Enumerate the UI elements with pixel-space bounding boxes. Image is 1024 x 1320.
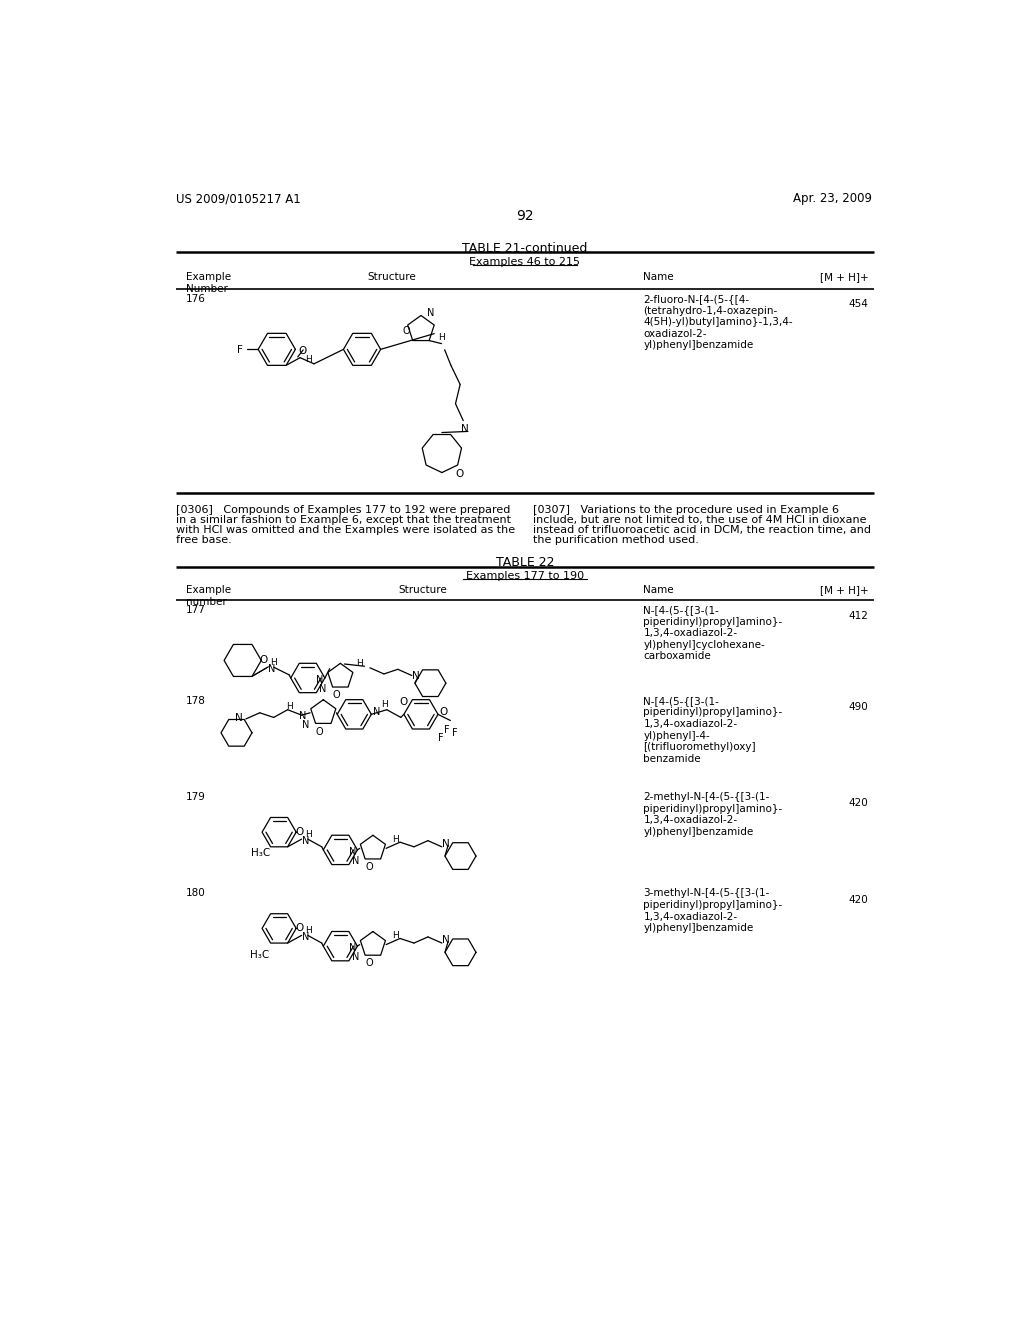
Text: N: N — [299, 711, 306, 721]
Text: instead of trifluoroacetic acid in DCM, the reaction time, and: instead of trifluoroacetic acid in DCM, … — [532, 525, 870, 535]
Text: H: H — [392, 931, 399, 940]
Text: with HCl was omitted and the Examples were isolated as the: with HCl was omitted and the Examples we… — [176, 525, 515, 535]
Text: F: F — [237, 345, 243, 355]
Text: O: O — [366, 958, 373, 969]
Text: [0306]   Compounds of Examples 177 to 192 were prepared: [0306] Compounds of Examples 177 to 192 … — [176, 506, 510, 515]
Text: [M + H]+: [M + H]+ — [819, 585, 868, 595]
Text: in a similar fashion to Example 6, except that the treatment: in a similar fashion to Example 6, excep… — [176, 515, 511, 525]
Text: H: H — [286, 702, 293, 711]
Text: 454: 454 — [848, 298, 868, 309]
Text: 92: 92 — [516, 209, 534, 223]
Text: H: H — [305, 927, 311, 935]
Text: 2-fluoro-N-[4-(5-{[4-
(tetrahydro-1,4-oxazepin-
4(5H)-yl)butyl]amino}-1,3,4-
oxa: 2-fluoro-N-[4-(5-{[4- (tetrahydro-1,4-ox… — [643, 294, 793, 350]
Text: 178: 178 — [186, 696, 206, 706]
Text: Examples 46 to 215: Examples 46 to 215 — [469, 257, 581, 267]
Text: include, but are not limited to, the use of 4M HCl in dioxane: include, but are not limited to, the use… — [532, 515, 866, 525]
Text: N: N — [302, 721, 309, 730]
Text: 2-methyl-N-[4-(5-{[3-(1-
piperidinyl)propyl]amino}-
1,3,4-oxadiazol-2-
yl)phenyl: 2-methyl-N-[4-(5-{[3-(1- piperidinyl)pro… — [643, 792, 782, 837]
Text: O: O — [402, 326, 410, 337]
Text: H: H — [356, 659, 362, 668]
Text: N: N — [352, 857, 359, 866]
Text: N: N — [319, 684, 327, 694]
Text: N-[4-(5-{[3-(1-
piperidinyl)propyl]amino}-
1,3,4-oxadiazol-2-
yl)phenyl]-4-
[(tr: N-[4-(5-{[3-(1- piperidinyl)propyl]amino… — [643, 696, 782, 764]
Text: F: F — [452, 729, 458, 738]
Text: 177: 177 — [186, 605, 206, 615]
Text: H₃C: H₃C — [250, 950, 269, 960]
Text: O: O — [295, 826, 304, 837]
Text: N: N — [352, 952, 359, 962]
Text: free base.: free base. — [176, 535, 231, 545]
Text: H: H — [305, 355, 311, 363]
Text: O: O — [299, 346, 307, 356]
Text: N: N — [442, 840, 450, 849]
Text: Structure: Structure — [398, 585, 446, 595]
Text: N: N — [427, 308, 434, 318]
Text: 420: 420 — [848, 895, 868, 904]
Text: Example
number: Example number — [186, 585, 231, 607]
Text: N: N — [373, 706, 380, 717]
Text: 176: 176 — [186, 294, 206, 304]
Text: F: F — [438, 733, 443, 743]
Text: Structure: Structure — [368, 272, 416, 282]
Text: O: O — [333, 690, 340, 701]
Text: Name: Name — [643, 272, 674, 282]
Text: 420: 420 — [848, 799, 868, 808]
Text: 180: 180 — [186, 888, 206, 899]
Text: H: H — [437, 333, 444, 342]
Text: [0307]   Variations to the procedure used in Example 6: [0307] Variations to the procedure used … — [532, 506, 839, 515]
Text: O: O — [366, 862, 373, 873]
Text: H: H — [270, 657, 278, 667]
Text: the purification method used.: the purification method used. — [532, 535, 698, 545]
Text: 412: 412 — [848, 611, 868, 622]
Text: O: O — [399, 697, 408, 708]
Text: N: N — [461, 425, 469, 434]
Text: N: N — [442, 936, 450, 945]
Text: N: N — [349, 942, 356, 953]
Text: H: H — [305, 830, 311, 840]
Text: N: N — [412, 671, 420, 681]
Text: O: O — [315, 726, 324, 737]
Text: TABLE 21-continued: TABLE 21-continued — [462, 242, 588, 255]
Text: Name: Name — [643, 585, 674, 595]
Text: N: N — [268, 664, 275, 675]
Text: Apr. 23, 2009: Apr. 23, 2009 — [793, 193, 872, 206]
Text: 179: 179 — [186, 792, 206, 803]
Text: [M + H]+: [M + H]+ — [819, 272, 868, 282]
Text: US 2009/0105217 A1: US 2009/0105217 A1 — [176, 193, 301, 206]
Text: N: N — [302, 836, 309, 846]
Text: 3-methyl-N-[4-(5-{[3-(1-
piperidinyl)propyl]amino}-
1,3,4-oxadiazol-2-
yl)phenyl: 3-methyl-N-[4-(5-{[3-(1- piperidinyl)pro… — [643, 888, 782, 933]
Text: F: F — [444, 725, 450, 735]
Text: TABLE 22: TABLE 22 — [496, 556, 554, 569]
Text: N: N — [349, 847, 356, 857]
Text: N: N — [316, 675, 324, 685]
Text: N: N — [234, 713, 243, 723]
Text: H: H — [381, 701, 387, 709]
Text: H: H — [392, 834, 399, 843]
Text: O: O — [456, 470, 464, 479]
Text: O: O — [260, 655, 268, 665]
Text: 490: 490 — [848, 702, 868, 711]
Text: H₃C: H₃C — [251, 847, 270, 858]
Text: O: O — [439, 706, 447, 717]
Text: N: N — [302, 932, 309, 942]
Text: Example
Number: Example Number — [186, 272, 231, 294]
Text: O: O — [295, 923, 304, 933]
Text: Examples 177 to 190: Examples 177 to 190 — [466, 572, 584, 581]
Text: N-[4-(5-{[3-(1-
piperidinyl)propyl]amino}-
1,3,4-oxadiazol-2-
yl)phenyl]cyclohex: N-[4-(5-{[3-(1- piperidinyl)propyl]amino… — [643, 605, 782, 661]
